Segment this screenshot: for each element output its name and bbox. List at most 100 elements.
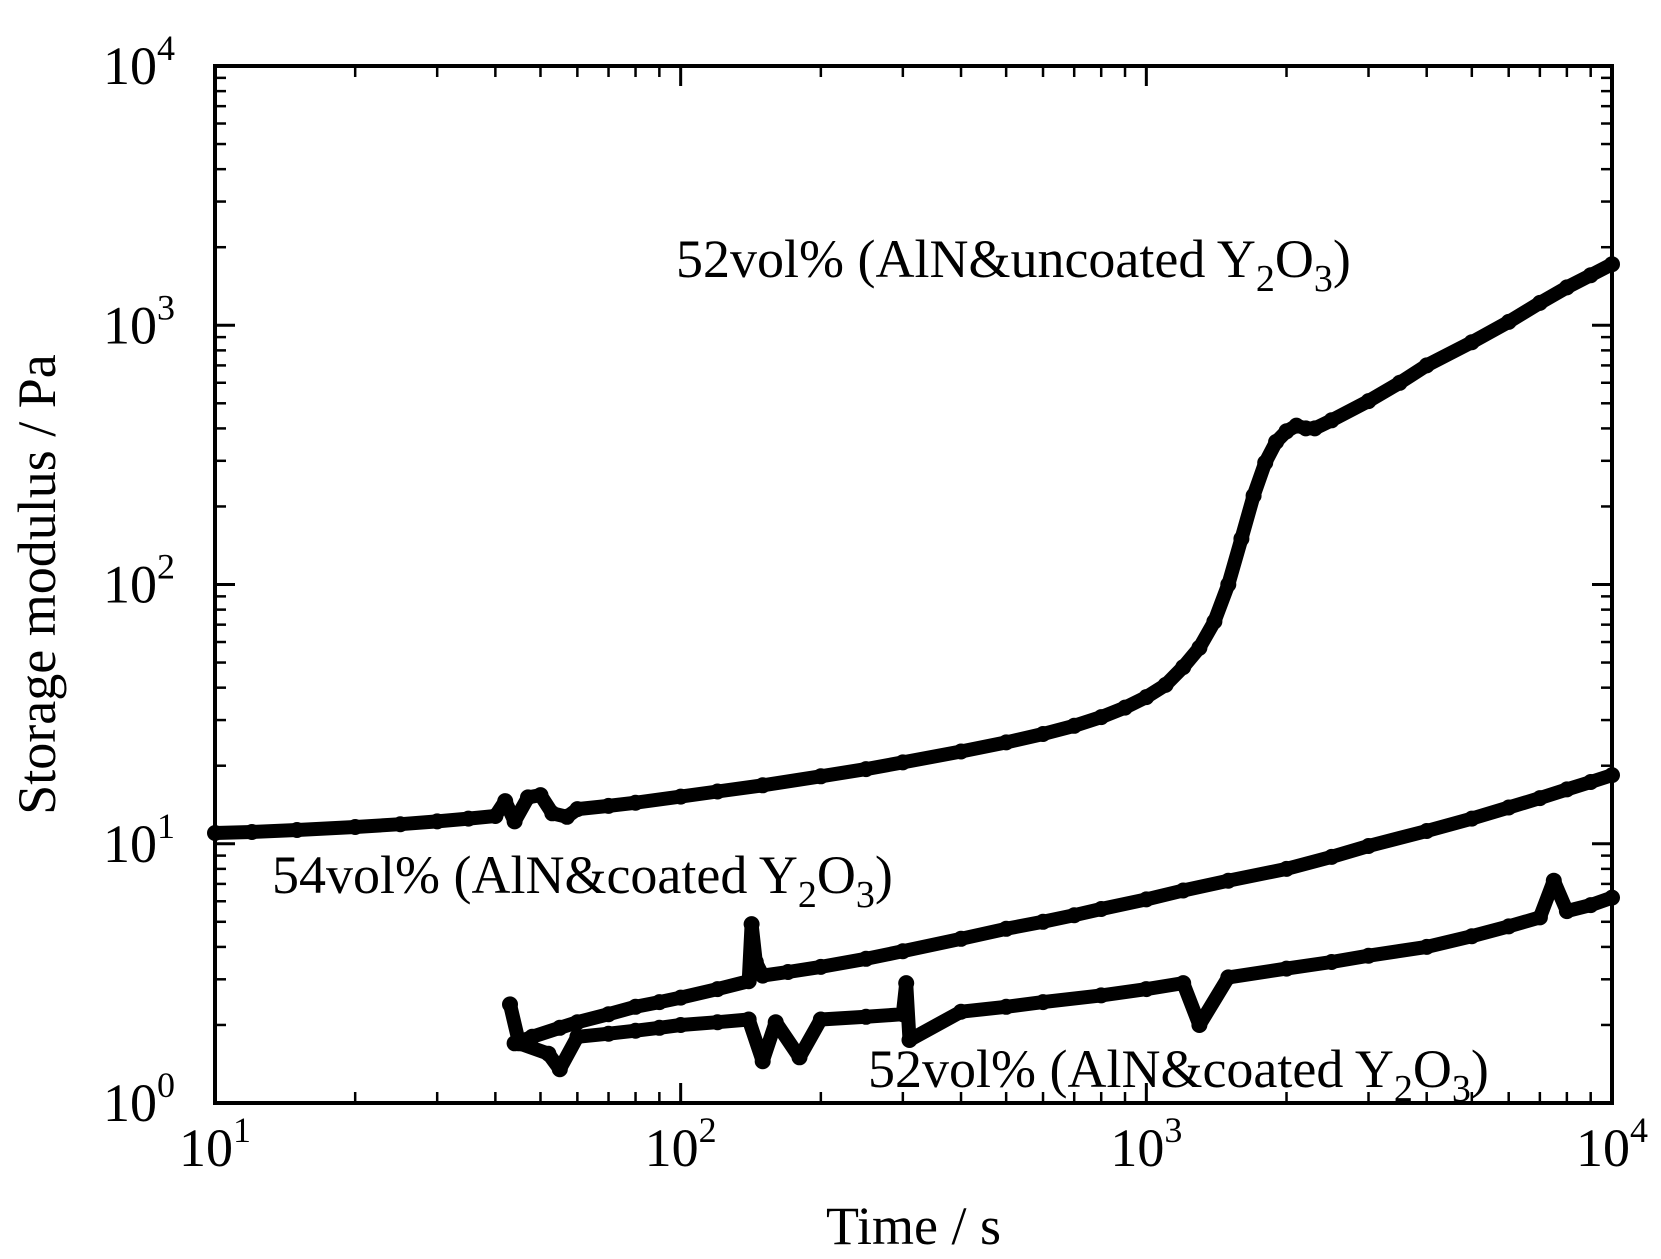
data-point	[953, 930, 969, 947]
data-point	[743, 916, 760, 933]
data-point	[754, 967, 771, 984]
data-point	[1558, 279, 1575, 296]
data-point	[600, 797, 617, 814]
data-point	[627, 794, 644, 811]
data-point	[1531, 790, 1548, 807]
data-point	[709, 981, 726, 998]
series-line	[208, 257, 1619, 840]
data-point	[569, 1014, 586, 1031]
data-point	[1268, 433, 1285, 450]
data-point	[1360, 947, 1377, 964]
data-point	[289, 822, 305, 838]
data-point	[1138, 981, 1155, 998]
data-point	[1418, 938, 1435, 955]
data-point	[1093, 901, 1110, 917]
data-point	[1066, 907, 1083, 924]
data-point	[1175, 975, 1192, 992]
data-point	[1500, 313, 1517, 330]
data-point	[1035, 726, 1051, 742]
data-point	[540, 1045, 557, 1062]
data-point	[1206, 613, 1223, 630]
data-point	[1582, 897, 1599, 914]
data-point	[1257, 454, 1274, 471]
data-point	[1360, 838, 1377, 854]
data-point	[532, 787, 549, 804]
data-point	[1582, 774, 1599, 790]
series-label-coated-52: 52vol% (AlN&coated Y2O3)	[868, 1039, 1489, 1110]
x-axis-title: Time / s	[826, 1196, 1001, 1256]
data-point	[709, 783, 726, 800]
x-tick-label: 101	[179, 1110, 251, 1178]
data-point	[1035, 913, 1051, 930]
data-point	[569, 1028, 586, 1045]
data-point	[894, 754, 911, 771]
data-point	[740, 973, 757, 990]
data-point	[998, 998, 1015, 1015]
data-point	[1531, 909, 1548, 926]
y-tick-label: 102	[103, 547, 175, 615]
data-point	[1278, 860, 1295, 877]
data-point	[569, 801, 586, 818]
data-point	[551, 1061, 568, 1078]
data-point	[511, 1035, 528, 1052]
data-point	[953, 743, 969, 760]
data-point	[709, 1014, 726, 1031]
data-point	[1558, 903, 1575, 920]
data-point	[998, 920, 1015, 937]
data-point	[1233, 530, 1250, 547]
data-point	[1500, 799, 1517, 816]
data-point	[1035, 994, 1051, 1011]
data-point	[651, 994, 668, 1011]
data-point	[1175, 882, 1192, 899]
series-label-uncoated-52: 52vol% (AlN&uncoated Y2O3)	[676, 229, 1351, 300]
data-point	[901, 1032, 918, 1048]
data-point	[651, 1019, 668, 1036]
x-tick-label: 104	[1576, 1110, 1648, 1178]
data-point	[1323, 848, 1340, 865]
data-point	[953, 1003, 969, 1020]
data-point	[1066, 717, 1083, 734]
data-point	[544, 805, 561, 822]
data-point	[1558, 781, 1575, 798]
series-layer	[207, 256, 1620, 1078]
data-point	[1323, 954, 1340, 970]
y-tick-label: 103	[103, 287, 175, 355]
data-point	[1138, 689, 1155, 706]
data-point	[1463, 928, 1480, 945]
data-point	[812, 958, 829, 975]
data-point	[1463, 810, 1480, 827]
data-point	[1391, 374, 1408, 391]
data-point	[747, 954, 764, 970]
data-point	[672, 1017, 689, 1033]
data-point	[1531, 294, 1548, 311]
data-point	[243, 824, 260, 840]
data-point	[1093, 709, 1110, 726]
data-point	[1093, 987, 1110, 1004]
data-point	[600, 1006, 617, 1023]
data-point	[1245, 487, 1262, 504]
data-point	[754, 777, 771, 794]
data-point	[1157, 676, 1174, 693]
data-point	[998, 734, 1015, 751]
data-point	[1545, 872, 1562, 889]
y-tick-label: 101	[103, 806, 175, 874]
series-2	[502, 872, 1620, 1078]
data-point	[740, 1011, 757, 1028]
data-point	[1191, 1017, 1208, 1033]
x-tick-label: 103	[1110, 1110, 1182, 1178]
data-point	[520, 789, 536, 806]
data-point	[1138, 891, 1155, 908]
data-point	[672, 788, 689, 805]
data-point	[506, 813, 523, 830]
data-point	[1418, 823, 1435, 839]
major-ticks	[213, 64, 1614, 1105]
data-point	[812, 1011, 829, 1028]
data-point	[767, 1014, 784, 1031]
data-point	[429, 813, 446, 830]
data-point	[487, 808, 504, 824]
x-tick-label: 102	[645, 1110, 717, 1178]
y-tick-label: 104	[103, 28, 175, 96]
series-0	[207, 256, 1620, 841]
